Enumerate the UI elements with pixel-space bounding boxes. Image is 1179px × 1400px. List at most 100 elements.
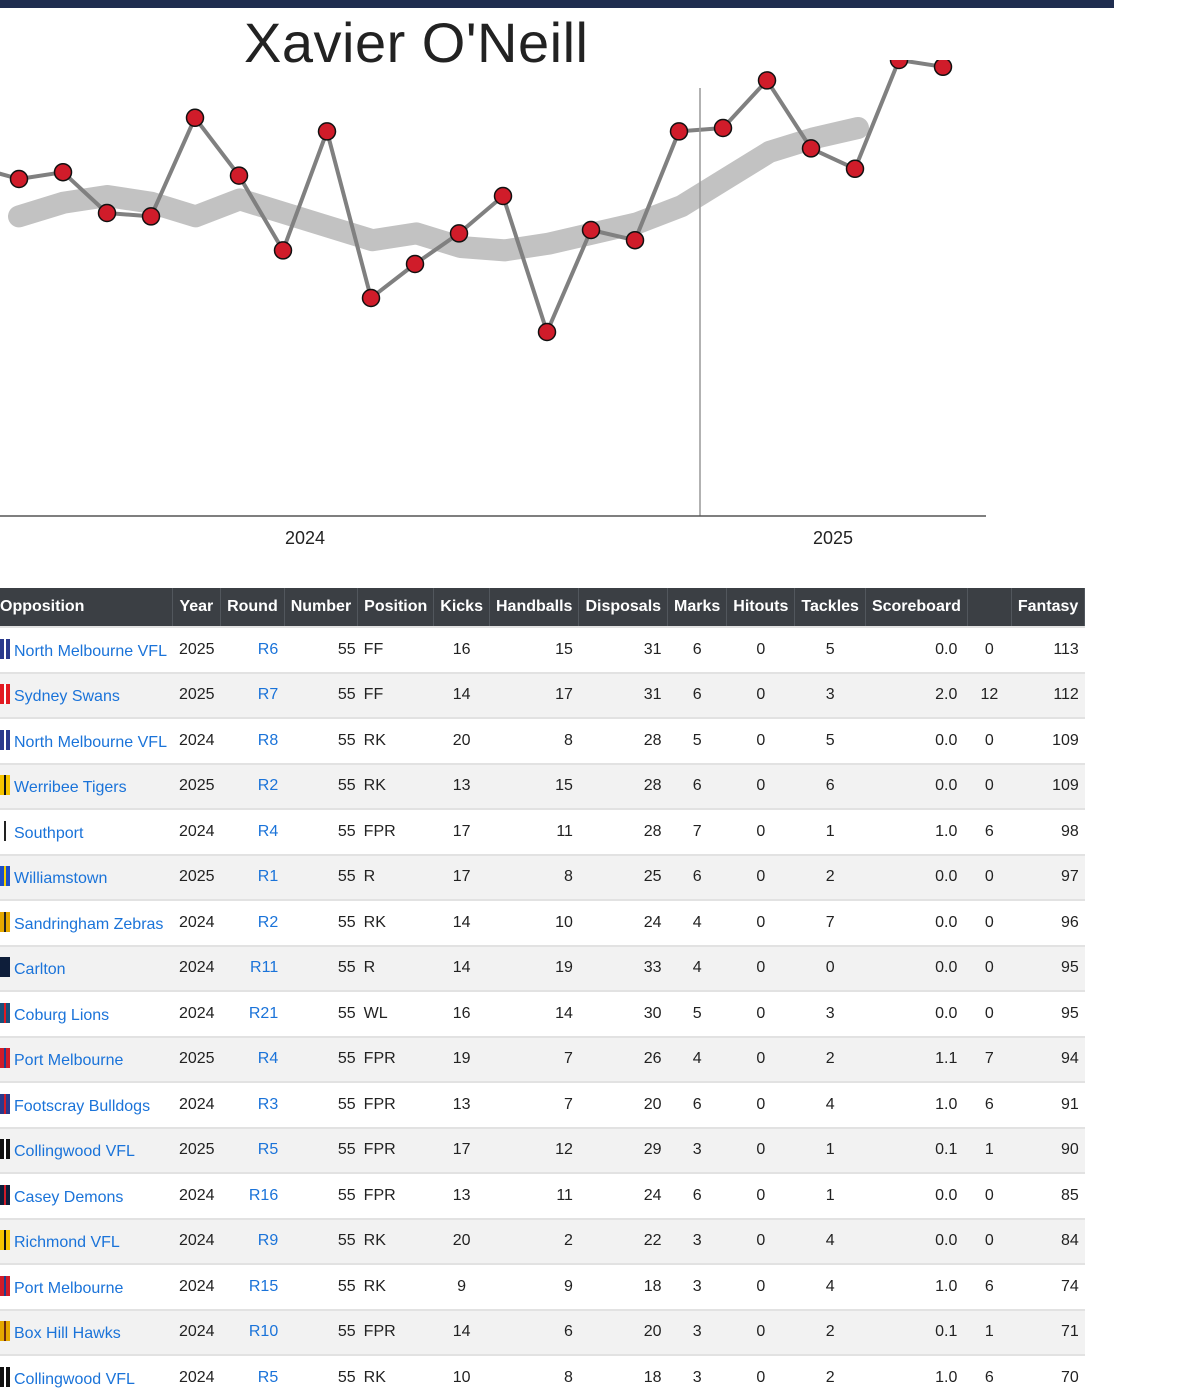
round-link[interactable]: R3 — [257, 1095, 279, 1113]
cell-hitouts: 0 — [726, 1308, 795, 1355]
cell-position: R — [357, 944, 434, 991]
column-header-disposals[interactable]: Disposals — [578, 588, 669, 627]
cell-scoreboard: 0.0 — [865, 899, 968, 946]
cell-handballs: 12 — [489, 1126, 579, 1173]
opposition-link[interactable]: Footscray Bulldogs — [14, 1097, 151, 1115]
cell-scoreboard: 2.0 — [865, 671, 968, 718]
column-header-scoreboard[interactable]: Scoreboard — [865, 588, 968, 627]
cell-handballs: 15 — [489, 762, 579, 809]
data-point[interactable] — [361, 288, 381, 308]
data-point[interactable] — [317, 122, 337, 141]
data-point[interactable] — [229, 166, 249, 185]
round-link[interactable]: R7 — [257, 686, 279, 704]
opposition-link[interactable]: Sandringham Zebras — [14, 915, 164, 933]
round-link[interactable]: R1 — [257, 868, 279, 886]
team-logo-icon — [0, 866, 10, 887]
data-point[interactable] — [757, 71, 777, 90]
round-link[interactable]: R15 — [248, 1277, 279, 1295]
data-point[interactable] — [713, 118, 733, 138]
opposition-link[interactable]: Carlton — [14, 961, 66, 979]
data-point[interactable] — [493, 186, 513, 206]
round-link[interactable]: R11 — [250, 959, 279, 977]
round-link[interactable]: R9 — [257, 1232, 279, 1250]
opposition-link[interactable]: Port Melbourne — [14, 1279, 124, 1297]
cell-opposition: Southport — [0, 808, 173, 855]
cell-score: 0 — [967, 1172, 1012, 1219]
opposition-link[interactable]: North Melbourne VFL — [14, 733, 167, 751]
cell-scoreboard: 1.1 — [865, 1035, 968, 1082]
data-point[interactable] — [53, 162, 73, 182]
opposition-link[interactable]: Richmond VFL — [14, 1234, 120, 1252]
column-header-year[interactable]: Year — [172, 588, 222, 627]
data-point[interactable] — [845, 159, 865, 179]
cell-handballs: 9 — [489, 1263, 579, 1310]
table-row: Box Hill Hawks 2024 R10 55 FPR 14 6 20 3 0 2 0.1 1 71 — [0, 1308, 1085, 1355]
column-header-kicks[interactable]: Kicks — [433, 588, 490, 627]
opposition-link[interactable]: Coburg Lions — [14, 1006, 110, 1024]
cell-round: R2 — [220, 762, 285, 809]
round-link[interactable]: R8 — [257, 731, 279, 749]
cell-kicks: 16 — [433, 990, 490, 1037]
data-point[interactable] — [97, 203, 117, 223]
round-link[interactable]: R6 — [257, 640, 279, 658]
games-table: Opposition Year Round Number Position Kicks Ha… — [0, 588, 1086, 1400]
data-point[interactable] — [449, 224, 469, 243]
cell-tackles: 1 — [794, 1126, 866, 1173]
column-header-tackles[interactable]: Tackles — [794, 588, 866, 627]
column-header-handballs[interactable]: Handballs — [489, 588, 580, 627]
round-link[interactable]: R4 — [257, 1050, 279, 1068]
column-header-fantasy[interactable]: Fantasy — [1011, 588, 1086, 627]
opposition-link[interactable]: Port Melbourne — [14, 1052, 124, 1070]
round-link[interactable]: R21 — [248, 1004, 279, 1022]
cell-opposition: Port Melbourne — [0, 1035, 173, 1082]
cell-year: 2025 — [172, 1126, 221, 1173]
column-header-score[interactable] — [967, 588, 1012, 627]
column-header-marks[interactable]: Marks — [667, 588, 728, 627]
data-point[interactable] — [537, 322, 557, 342]
data-point[interactable] — [141, 207, 161, 226]
round-link[interactable]: R5 — [257, 1141, 279, 1159]
data-point[interactable] — [581, 220, 601, 240]
data-point[interactable] — [405, 254, 425, 274]
table-row: Collingwood VFL 2024 R5 55 RK 10 8 18 3 0 2 1.0 6 70 — [0, 1354, 1085, 1400]
opposition-link[interactable]: Collingwood VFL — [14, 1143, 135, 1161]
cell-disposals: 31 — [578, 671, 668, 718]
round-link[interactable]: R4 — [257, 822, 279, 840]
cell-score: 12 — [967, 671, 1012, 718]
team-logo-icon — [0, 1048, 10, 1069]
column-header-number[interactable]: Number — [284, 588, 359, 627]
round-link[interactable]: R16 — [248, 1186, 279, 1204]
data-point[interactable] — [933, 60, 953, 77]
column-header-round[interactable]: Round — [220, 588, 285, 627]
column-header-hitouts[interactable]: Hitouts — [726, 588, 796, 627]
data-point[interactable] — [273, 241, 293, 260]
opposition-link[interactable]: Casey Demons — [14, 1188, 124, 1206]
opposition-link[interactable]: Southport — [14, 824, 84, 842]
opposition-link[interactable]: Collingwood VFL — [14, 1370, 135, 1388]
cell-year: 2024 — [172, 1263, 221, 1310]
round-link[interactable]: R2 — [257, 913, 279, 931]
cell-marks: 4 — [667, 1035, 727, 1082]
round-link[interactable]: R5 — [257, 1368, 279, 1386]
opposition-link[interactable]: Williamstown — [14, 870, 108, 888]
opposition-link[interactable]: Box Hill Hawks — [14, 1325, 121, 1343]
data-point[interactable] — [669, 122, 689, 141]
column-header-opposition[interactable]: Opposition — [0, 588, 174, 627]
round-link[interactable]: R10 — [248, 1323, 279, 1341]
data-point[interactable] — [889, 60, 909, 70]
cell-number: 55 — [284, 626, 358, 673]
data-point[interactable] — [625, 230, 645, 250]
cell-year: 2024 — [172, 808, 221, 855]
cell-position: RK — [357, 899, 434, 946]
opposition-link[interactable]: Werribee Tigers — [14, 779, 127, 797]
data-point[interactable] — [185, 108, 205, 128]
data-point[interactable] — [801, 139, 821, 158]
cell-kicks: 13 — [433, 762, 490, 809]
round-link[interactable]: R2 — [257, 777, 279, 795]
data-point[interactable] — [9, 169, 29, 189]
table-row: Werribee Tigers 2025 R2 55 RK 13 15 28 6 0 6 0.0 0 10… — [0, 762, 1085, 809]
opposition-link[interactable]: North Melbourne VFL — [14, 642, 167, 660]
column-header-position[interactable]: Position — [357, 588, 435, 627]
cell-opposition: Collingwood VFL — [0, 1354, 173, 1400]
opposition-link[interactable]: Sydney Swans — [14, 688, 120, 706]
